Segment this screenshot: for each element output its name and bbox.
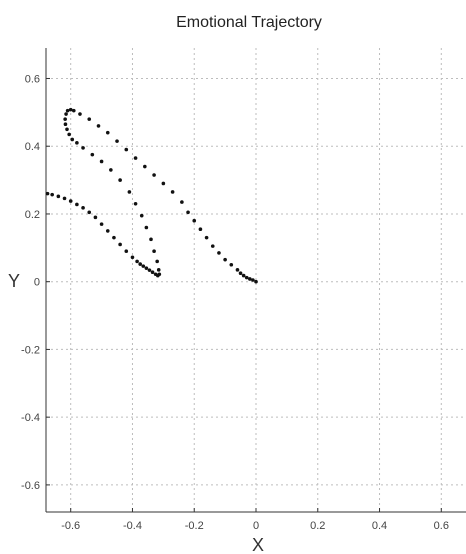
x-tick-label: 0 xyxy=(253,520,259,532)
data-point xyxy=(65,108,70,113)
data-point xyxy=(144,266,149,270)
data-point xyxy=(133,156,138,160)
y-tick-label: -0.4 xyxy=(21,412,40,424)
data-point xyxy=(180,200,184,204)
data-point xyxy=(75,141,79,145)
y-tick-label: 0.2 xyxy=(25,209,40,221)
data-point xyxy=(161,181,166,186)
data-point xyxy=(127,190,132,194)
data-point xyxy=(241,273,246,278)
data-point xyxy=(124,147,129,152)
data-point xyxy=(118,178,122,182)
x-tick-label: 0.2 xyxy=(310,520,325,532)
data-point xyxy=(109,168,113,172)
trajectory-series xyxy=(45,107,258,284)
data-point xyxy=(99,159,104,164)
data-point xyxy=(217,251,221,255)
x-axis-label: X xyxy=(252,535,264,554)
x-tick-label: -0.4 xyxy=(123,520,142,532)
data-point xyxy=(198,227,203,231)
y-tick-label: 0.6 xyxy=(25,73,40,85)
data-point xyxy=(130,255,135,260)
y-tick-label: -0.6 xyxy=(21,480,40,492)
y-tick-label: 0.4 xyxy=(25,141,40,153)
data-point xyxy=(62,196,67,201)
data-point xyxy=(141,264,146,268)
data-point xyxy=(170,190,175,194)
data-point xyxy=(67,132,71,137)
data-point xyxy=(118,242,122,247)
data-point xyxy=(254,279,258,284)
data-point xyxy=(235,268,240,272)
data-point xyxy=(90,152,95,157)
data-point xyxy=(139,213,144,218)
data-point xyxy=(87,210,92,215)
data-point xyxy=(99,222,104,226)
data-point xyxy=(78,112,82,116)
data-point xyxy=(81,146,85,150)
data-point xyxy=(65,127,69,132)
data-point xyxy=(248,277,252,281)
data-point xyxy=(124,249,129,254)
data-point xyxy=(192,218,197,223)
data-point xyxy=(75,202,79,207)
data-point xyxy=(144,225,149,230)
data-point xyxy=(152,173,156,177)
data-point xyxy=(152,249,156,254)
data-point xyxy=(149,237,153,242)
data-point xyxy=(96,124,101,128)
data-point xyxy=(56,194,61,199)
y-tick-label: 0 xyxy=(34,277,40,289)
x-tick-label: -0.6 xyxy=(61,520,80,532)
data-point xyxy=(112,235,116,240)
data-point xyxy=(81,206,85,210)
data-point xyxy=(204,235,209,240)
data-point xyxy=(63,117,67,121)
data-point xyxy=(68,107,73,112)
data-point xyxy=(50,192,54,197)
data-point xyxy=(138,262,142,266)
data-point xyxy=(156,268,161,272)
data-point xyxy=(244,275,249,280)
data-point xyxy=(115,139,119,143)
data-point xyxy=(135,259,139,264)
x-tick-label: 0.4 xyxy=(372,520,387,532)
data-point xyxy=(153,272,158,277)
data-point xyxy=(238,271,243,276)
data-point xyxy=(186,210,190,215)
x-tick-label: 0.6 xyxy=(434,520,449,532)
y-axis-ticks: 0.6 0.4 0.2 0 -0.2 -0.4 -0.6 xyxy=(21,73,50,492)
chart-title: Emotional Trajectory xyxy=(176,14,322,31)
x-axis-ticks: -0.6 -0.4 -0.2 0 0.2 0.4 0.6 xyxy=(61,508,449,532)
data-point xyxy=(93,215,98,220)
data-point xyxy=(87,117,92,121)
data-point xyxy=(251,278,255,282)
data-point xyxy=(71,108,76,113)
data-point xyxy=(147,268,152,272)
data-point xyxy=(223,257,227,262)
data-point xyxy=(45,191,50,196)
x-tick-label: -0.2 xyxy=(185,520,204,532)
data-point xyxy=(155,259,159,264)
data-point xyxy=(150,270,155,275)
y-axis-label: Y xyxy=(8,271,20,291)
data-point xyxy=(68,199,73,203)
data-point xyxy=(133,201,138,206)
data-point xyxy=(70,137,75,142)
data-point xyxy=(210,244,215,248)
y-tick-label: -0.2 xyxy=(21,344,40,356)
data-point xyxy=(229,262,234,267)
data-point xyxy=(105,229,110,233)
data-point xyxy=(105,130,110,135)
data-point xyxy=(63,122,68,127)
data-point xyxy=(64,112,68,116)
data-point xyxy=(143,164,147,169)
